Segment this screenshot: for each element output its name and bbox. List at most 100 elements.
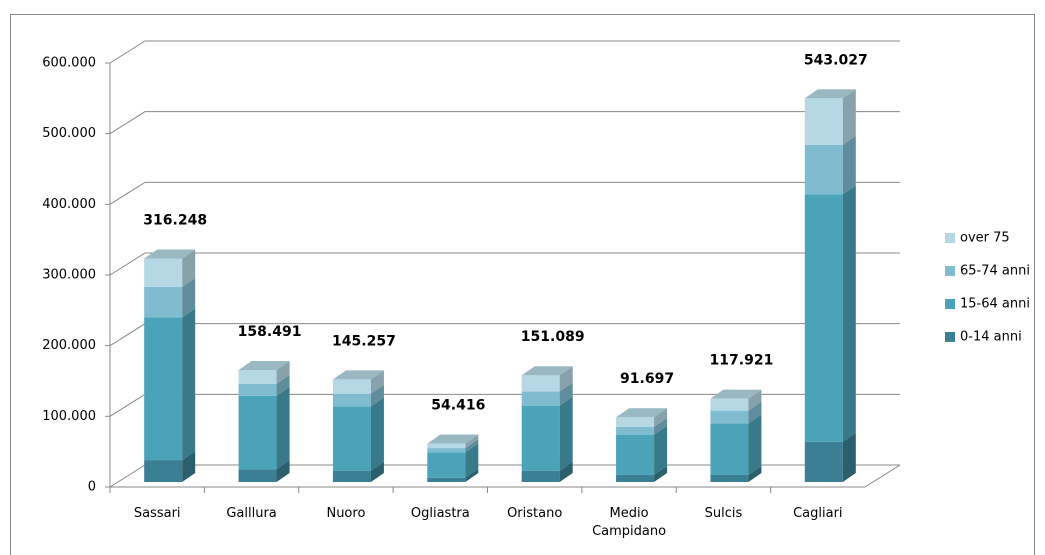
floor [110,464,901,488]
bar-side [370,384,384,407]
grid-line [109,323,900,347]
y-tick-label: 400.000 [42,197,96,212]
bar-segment [427,443,466,449]
bar-side [654,465,668,482]
legend-swatch [945,299,955,309]
bar-segment [804,98,843,145]
bar-side [842,135,856,195]
bar-segment [521,391,560,406]
y-tick-label: 300.000 [42,268,96,283]
bar-segment [616,434,655,475]
bar-side [748,414,762,475]
bar-side [370,370,384,394]
bar-top [521,366,573,376]
bar-side [842,432,856,482]
bar-segment [238,369,277,384]
grid-line [109,252,900,276]
bar-side [559,461,573,482]
bar-segment [427,448,466,453]
legend-label: 65-74 anni [960,264,1030,279]
bar-side [182,451,196,482]
bar-segment [616,474,655,482]
x-tick-label: Sulcis [704,506,743,521]
bar-top [332,370,384,380]
grid-line [109,40,900,64]
y-tick-label: 200.000 [42,338,96,353]
bar-segment [521,470,560,482]
bar-segment [144,317,183,461]
total-label: 91.697 [620,371,674,387]
bar-segment [616,426,655,435]
bar-segment [144,258,183,287]
bar-side [559,396,573,471]
bar-side [559,382,573,406]
x-tick-label: Galllura [226,506,277,521]
legend-swatch [945,332,955,342]
bar-side [465,468,479,482]
bar-segment [332,393,371,407]
x-tick-label: Sassari [133,506,181,521]
x-tick-label: Cagliari [793,506,843,521]
bar-top [238,360,290,370]
bar-side [654,417,668,435]
bar-side [465,439,479,453]
bar-side [842,185,856,442]
total-label: 145.257 [332,333,396,349]
bar-segment [332,379,371,394]
legend-label: over 75 [960,231,1010,246]
bar-segment [804,441,843,482]
bar-segment [332,470,371,482]
bar-segment [616,417,655,427]
bar-side [465,434,479,449]
x-tick-label: Nuoro [326,506,366,521]
bar-top [427,434,479,444]
bar-segment [427,477,466,482]
grid-line [109,181,900,205]
total-label: 151.089 [521,329,585,345]
bar-top [710,389,762,399]
y-tick-label: 600.000 [42,56,96,71]
bar-segment [238,469,277,482]
y-tick-label: 0 [88,480,96,495]
bar-side [276,386,290,470]
bar-side [182,277,196,318]
legend-label: 0-14 anni [960,330,1022,345]
bar-side [182,308,196,461]
bar-side [748,389,762,411]
y-tick-label: 100.000 [42,409,96,424]
bar-segment [804,144,843,195]
bar-side [370,461,384,482]
bar-segment [144,460,183,482]
bar-side [276,374,290,396]
chart-border [10,14,1035,555]
bar-segment [521,375,560,392]
y-tick-label: 500.000 [42,126,96,141]
bar-top [804,89,856,99]
legend-label: 15-64 anni [960,297,1030,312]
bar-segment [710,398,749,411]
bar-side [842,89,856,145]
grid-line [109,111,900,135]
bar-top [144,249,196,259]
bar-side [654,408,668,427]
bar-side [276,360,290,384]
total-label: 117.921 [710,353,774,369]
total-label: 158.491 [238,324,302,340]
total-label: 543.027 [804,52,868,68]
bar-segment [238,395,277,470]
bar-top [616,408,668,418]
bar-side [465,443,479,478]
bar-side [182,249,196,287]
bar-segment [521,405,560,471]
bar-segment [332,406,371,471]
x-tick-label: Medio Campidano [592,506,667,539]
bar-segment [710,423,749,475]
bar-segment [144,286,183,318]
legend-swatch [945,233,955,243]
bar-segment [710,410,749,424]
bar-segment [238,383,277,396]
bar-segment [427,452,466,478]
bar-side [370,397,384,471]
